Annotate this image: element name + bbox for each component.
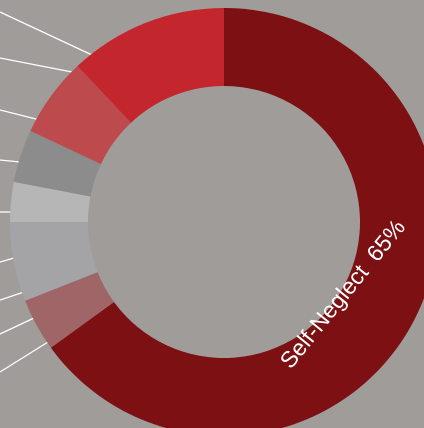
slice: [30, 66, 131, 165]
slice: [77, 8, 224, 123]
leader-lines: [0, 11, 93, 373]
leader-line: [0, 159, 21, 163]
leader-line: [0, 11, 93, 56]
leader-line: [0, 341, 49, 373]
slices: [10, 8, 424, 428]
leader-line: [0, 317, 35, 335]
leader-line: [0, 109, 41, 121]
slice: [13, 130, 101, 197]
slice: [10, 222, 98, 301]
leader-line: [0, 291, 25, 301]
leader-line: [0, 257, 15, 263]
slice: [25, 272, 114, 348]
leader-line: [0, 57, 73, 73]
slice: [50, 8, 424, 428]
slice: [10, 181, 91, 222]
